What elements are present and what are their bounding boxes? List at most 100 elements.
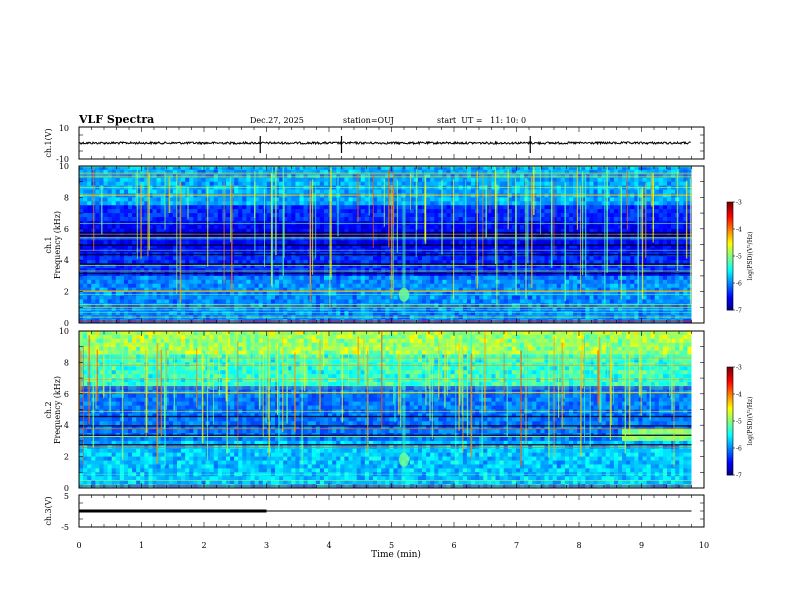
spectrogram-cell bbox=[385, 197, 390, 202]
spectrogram-cell bbox=[662, 181, 668, 186]
spectrogram-cell bbox=[360, 169, 366, 175]
spectrogram-cell bbox=[79, 217, 84, 222]
spectrogram-cell bbox=[377, 205, 382, 210]
spectrogram-cell bbox=[83, 291, 88, 296]
spectrogram-cell bbox=[548, 166, 553, 171]
spectrogram-cell bbox=[332, 169, 337, 175]
spectrogram-cell bbox=[193, 173, 198, 179]
spectrogram-cell bbox=[601, 197, 607, 202]
spectrogram-cell bbox=[250, 256, 255, 261]
spectrogram-cell bbox=[613, 217, 619, 222]
spectrogram-cell bbox=[581, 275, 586, 281]
spectrogram-cell bbox=[87, 201, 92, 206]
spectrogram-cell bbox=[213, 177, 219, 182]
spectrogram-cell bbox=[356, 228, 362, 234]
spectrogram-cell bbox=[226, 228, 231, 234]
spectrogram-cell bbox=[409, 181, 415, 186]
spectrogram-cell bbox=[242, 197, 247, 202]
spectrogram-cell bbox=[495, 201, 500, 206]
spectrogram-cell bbox=[160, 224, 166, 230]
spectrogram-cell bbox=[266, 279, 272, 285]
spectrogram-cell bbox=[377, 220, 382, 226]
spectrogram-cell bbox=[340, 275, 345, 281]
spectrogram-cell bbox=[585, 189, 590, 194]
spectrogram-cell bbox=[295, 177, 300, 182]
spectrogram-cell bbox=[287, 189, 292, 194]
spectrogram-cell bbox=[532, 279, 537, 285]
spectrogram-cell bbox=[270, 244, 276, 249]
spectrogram-cell bbox=[507, 166, 513, 171]
spectrogram-cell bbox=[270, 264, 276, 269]
spectrogram-cell bbox=[377, 224, 382, 230]
spectrogram-cell bbox=[520, 213, 525, 218]
spectrogram-cell bbox=[377, 264, 382, 269]
spectrogram-cell bbox=[332, 228, 337, 234]
spectrogram-cell bbox=[344, 264, 349, 269]
spectrogram-cell bbox=[352, 166, 357, 171]
spectrogram-cell bbox=[654, 287, 660, 292]
spectrogram-cell bbox=[160, 232, 166, 237]
spectrogram-cell bbox=[650, 244, 656, 249]
spectrogram-cell bbox=[226, 197, 231, 202]
spectrogram-cell bbox=[458, 173, 464, 179]
spectrogram-cell bbox=[132, 291, 137, 296]
spectrogram-cell bbox=[148, 189, 153, 194]
spectrogram-cell bbox=[679, 173, 684, 179]
spectrogram-cell bbox=[613, 166, 619, 171]
spectrogram-cell bbox=[201, 189, 206, 194]
spectrogram-cell bbox=[213, 209, 219, 214]
spectrogram-cell bbox=[160, 283, 166, 288]
spectrogram-cell bbox=[544, 201, 549, 206]
spectrogram-cell bbox=[393, 256, 398, 261]
spectrogram-cell bbox=[254, 217, 259, 222]
spectrogram-cell bbox=[217, 209, 223, 214]
spectrogram-cell bbox=[687, 283, 692, 288]
spectrogram-cell bbox=[569, 177, 574, 182]
spectrogram-cell bbox=[577, 209, 582, 214]
spectrogram-cell bbox=[564, 220, 570, 226]
spectrogram-cell bbox=[662, 197, 668, 202]
spectrogram-cell bbox=[254, 232, 259, 237]
spectrogram-cell bbox=[450, 264, 455, 269]
spectrogram-cell bbox=[667, 173, 672, 179]
spectrogram-cell bbox=[340, 201, 345, 206]
spectrogram-cell bbox=[258, 228, 264, 234]
spectrogram-cell bbox=[442, 197, 447, 202]
spectrogram-cell bbox=[466, 260, 472, 265]
spectrogram-cell bbox=[458, 201, 464, 206]
spectrogram-cell bbox=[397, 224, 402, 230]
spectrogram-cell bbox=[107, 197, 112, 202]
spectrogram-cell bbox=[123, 244, 129, 249]
spectrogram-cell bbox=[172, 228, 178, 234]
spectrogram-cell bbox=[164, 220, 170, 226]
spectrogram-cell bbox=[491, 177, 496, 182]
spectrogram-cell bbox=[613, 260, 619, 265]
spectrogram-cell bbox=[181, 244, 186, 249]
spectrogram-cell bbox=[128, 268, 133, 273]
spectrogram-cell bbox=[303, 197, 308, 202]
spectrogram-cell bbox=[503, 197, 509, 202]
spectrogram-cell bbox=[520, 181, 525, 186]
spectrogram-cell bbox=[483, 268, 488, 273]
spectrogram-cell bbox=[291, 173, 296, 179]
spectrogram-cell bbox=[679, 232, 684, 237]
spectrogram-cell bbox=[177, 213, 182, 218]
spectrogram-cell bbox=[479, 197, 484, 202]
spectrogram-cell bbox=[348, 275, 353, 281]
spectrogram-cell bbox=[438, 244, 443, 249]
spectrogram-cell bbox=[479, 268, 484, 273]
spectrogram-cell bbox=[687, 264, 692, 269]
spectrogram-cell bbox=[679, 287, 684, 292]
spectrogram-cell bbox=[520, 209, 525, 214]
spectrogram-cell bbox=[679, 197, 684, 202]
spectrogram-cell bbox=[422, 260, 427, 265]
spectrogram-cell bbox=[585, 224, 590, 230]
spectrogram-cell bbox=[160, 173, 166, 179]
spectrogram-cell bbox=[613, 240, 619, 245]
spectrogram-cell bbox=[609, 209, 615, 214]
spectrogram-cell bbox=[609, 275, 615, 281]
spectrogram-cell bbox=[128, 244, 133, 249]
spectrogram-cell bbox=[79, 213, 84, 218]
spectrogram-cell bbox=[577, 197, 582, 202]
spectrogram-cell bbox=[258, 201, 264, 206]
